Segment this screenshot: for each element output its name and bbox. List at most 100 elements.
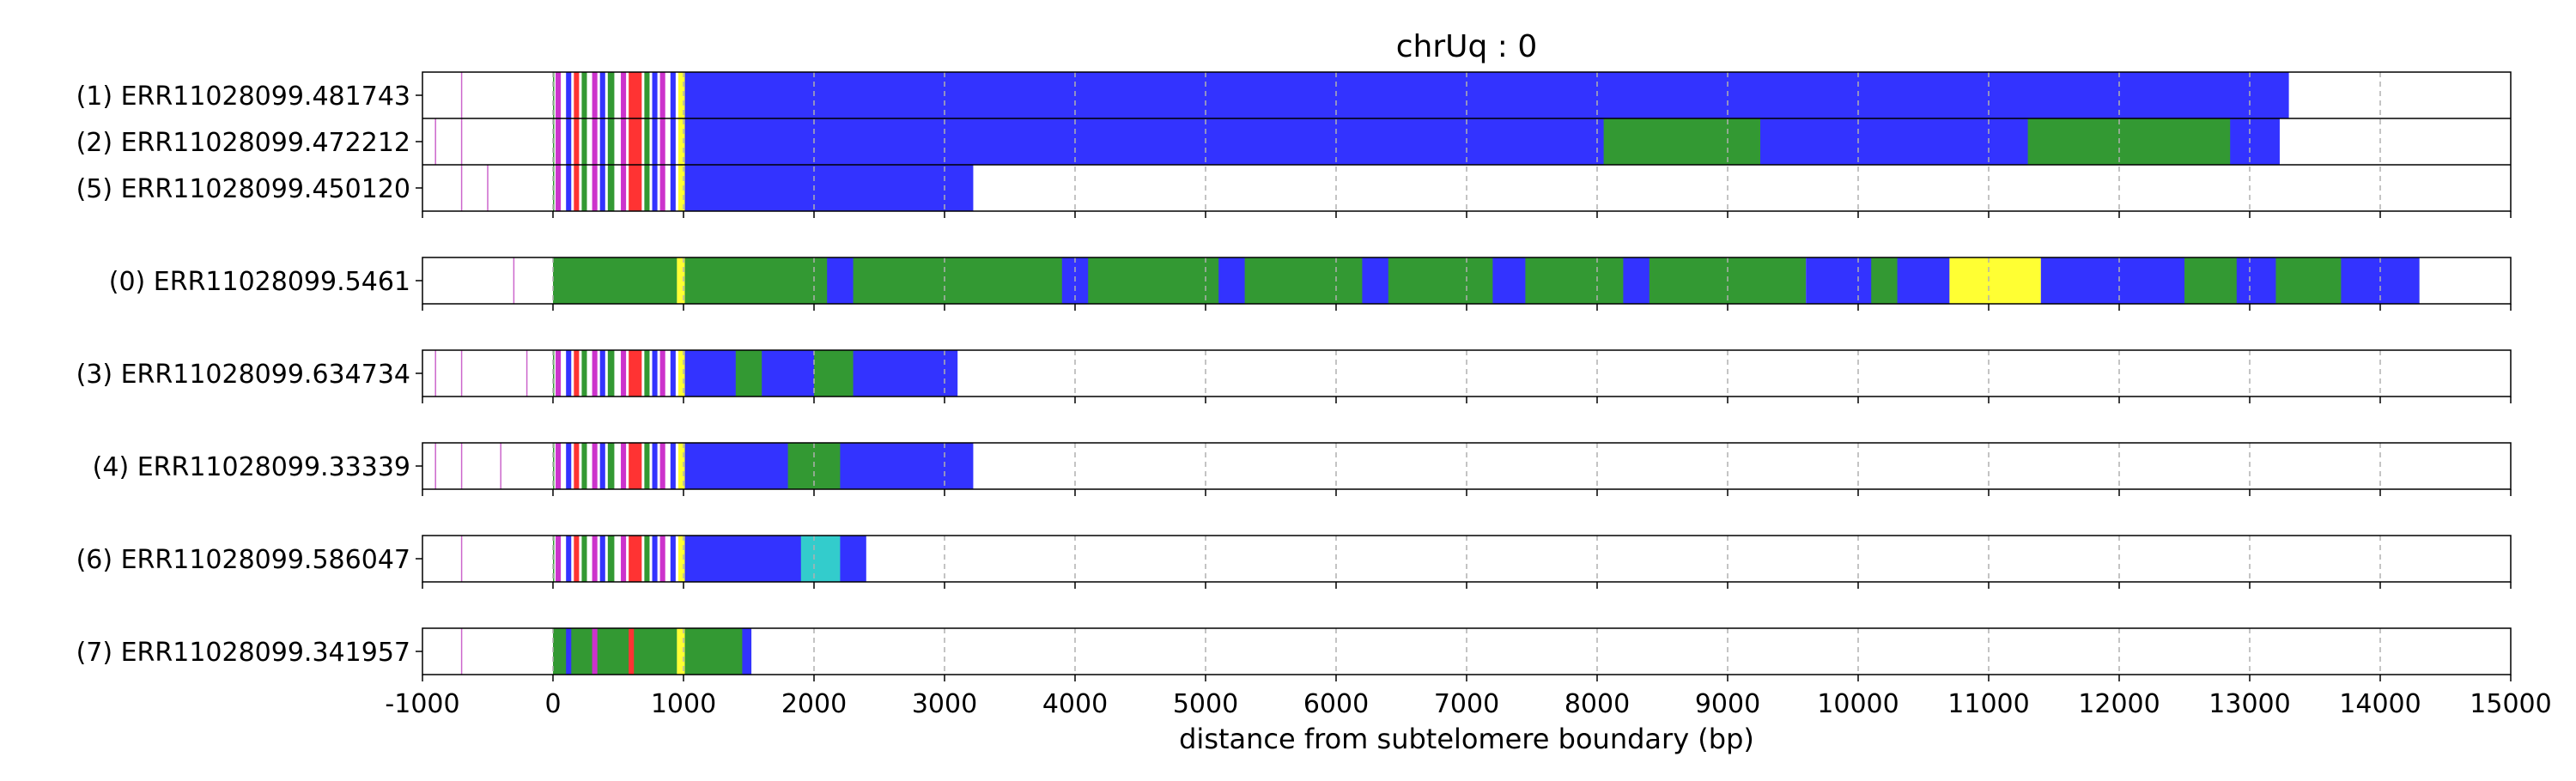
read-segment — [581, 165, 587, 211]
read-segment — [621, 536, 627, 582]
read-segment — [566, 72, 572, 118]
x-tick-label: 10000 — [1817, 689, 1899, 719]
read-segment — [2027, 118, 2231, 165]
read-segment — [684, 628, 752, 675]
read-segment — [659, 165, 665, 211]
read-segment — [652, 72, 658, 118]
read-segment — [592, 443, 598, 489]
x-tick-label: 6000 — [1303, 689, 1369, 719]
read-segment — [581, 72, 587, 118]
read-track: (6) ERR11028099.586047 — [76, 536, 912, 582]
read-segment — [1218, 257, 1245, 304]
read-segment — [607, 118, 615, 165]
read-segment — [670, 443, 676, 489]
read-group: (6) ERR11028099.586047 — [76, 535, 2512, 589]
x-axis: -1000 0 1000 2000 3000 4000 5000 6000 7000 8000 90… — [385, 689, 2551, 719]
read-label: (6) ERR11028099.586047 — [76, 545, 410, 575]
read-segment — [621, 72, 627, 118]
x-tick-label: 8000 — [1564, 689, 1630, 719]
read-track: (5) ERR11028099.450120 — [76, 165, 974, 211]
read-segment — [553, 536, 555, 582]
read-segment — [566, 350, 572, 397]
read-segment — [599, 165, 605, 211]
x-tick-label: 9000 — [1695, 689, 1760, 719]
read-segment — [644, 118, 650, 165]
read-segment — [1362, 257, 1388, 304]
read-segment — [599, 118, 605, 165]
read-label: (4) ERR11028099.33339 — [93, 452, 410, 482]
read-segment — [652, 165, 658, 211]
read-segment — [566, 628, 572, 675]
read-segment — [670, 72, 676, 118]
read-segment — [556, 443, 562, 489]
read-segment — [652, 443, 658, 489]
read-segment — [652, 350, 658, 397]
read-segment — [574, 118, 580, 165]
read-segment — [607, 350, 615, 397]
read-track: (4) ERR11028099.33339 — [93, 443, 974, 489]
read-segment — [1492, 257, 1526, 304]
read-segment — [621, 350, 627, 397]
x-tick-label: 0 — [544, 689, 561, 719]
read-segment — [629, 443, 642, 489]
x-tick-label: 3000 — [912, 689, 977, 719]
read-segment — [599, 443, 605, 489]
read-segment — [574, 72, 580, 118]
read-segment — [607, 443, 615, 489]
read-segment — [574, 350, 580, 397]
read-segment — [592, 536, 598, 582]
read-segment — [629, 350, 642, 397]
read-segment — [659, 536, 665, 582]
read-segment — [677, 72, 685, 118]
read-segment — [553, 72, 555, 118]
read-segment — [1623, 257, 1649, 304]
read-segment — [652, 536, 658, 582]
read-segment — [735, 350, 762, 397]
read-segment — [553, 118, 555, 165]
read-segment — [677, 628, 685, 675]
read-segment — [659, 443, 665, 489]
read-segment — [556, 536, 562, 582]
read-segment — [677, 443, 685, 489]
read-segment — [800, 536, 841, 582]
read-segment — [629, 72, 642, 118]
read-segment — [607, 536, 615, 582]
read-segment — [677, 118, 685, 165]
read-segment — [553, 350, 555, 397]
read-segment — [592, 628, 598, 675]
read-segment — [566, 443, 572, 489]
read-track: (7) ERR11028099.341957 — [76, 628, 752, 675]
read-segment — [659, 72, 665, 118]
read-segment — [957, 350, 1010, 397]
read-segment — [553, 257, 677, 304]
read-segment — [677, 165, 685, 211]
read-segment — [607, 72, 615, 118]
read-segment — [684, 257, 1807, 304]
read-label: (0) ERR11028099.5461 — [109, 267, 410, 297]
read-segment — [659, 118, 665, 165]
read-segment — [644, 165, 650, 211]
read-segment — [621, 443, 627, 489]
read-segment — [621, 165, 627, 211]
x-tick-label: 14000 — [2339, 689, 2421, 719]
read-segment — [670, 536, 676, 582]
read-track: (1) ERR11028099.481743 — [76, 72, 2289, 118]
x-tick-label: -1000 — [385, 689, 459, 719]
read-segment — [574, 165, 580, 211]
read-segment — [556, 72, 562, 118]
read-segment — [592, 72, 598, 118]
read-segment — [553, 628, 677, 675]
read-segment — [1871, 257, 1898, 304]
x-tick-label: 15000 — [2470, 689, 2551, 719]
read-segment — [581, 536, 587, 582]
read-segment — [556, 165, 562, 211]
x-tick-label: 2000 — [781, 689, 847, 719]
read-segment — [553, 165, 555, 211]
x-tick-label: 11000 — [1947, 689, 2029, 719]
read-segment — [684, 118, 2280, 165]
read-segment — [659, 350, 665, 397]
x-tick-label: 13000 — [2208, 689, 2290, 719]
read-segment — [2236, 257, 2276, 304]
read-label: (3) ERR11028099.634734 — [76, 360, 410, 390]
read-segment — [1949, 257, 2041, 304]
